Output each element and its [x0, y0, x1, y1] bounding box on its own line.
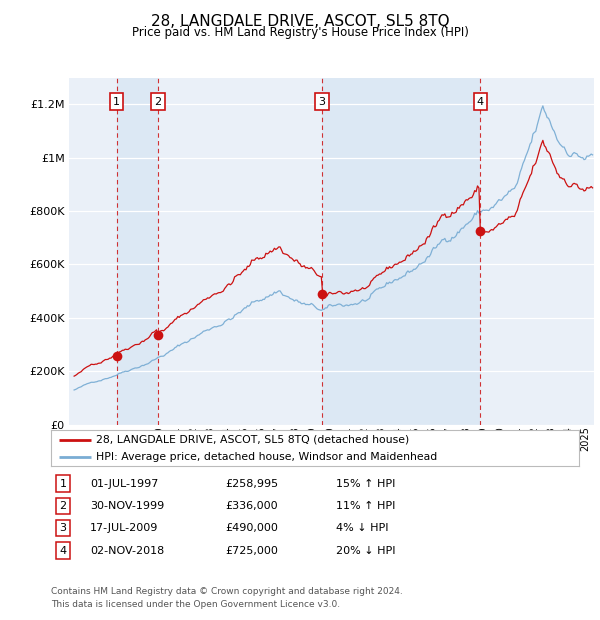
Text: 1: 1 — [113, 97, 120, 107]
Text: 02-NOV-2018: 02-NOV-2018 — [90, 546, 164, 556]
Text: 01-JUL-1997: 01-JUL-1997 — [90, 479, 158, 489]
Bar — [117, 78, 158, 425]
Text: 20% ↓ HPI: 20% ↓ HPI — [336, 546, 395, 556]
Text: Price paid vs. HM Land Registry's House Price Index (HPI): Price paid vs. HM Land Registry's House … — [131, 26, 469, 39]
Text: 3: 3 — [59, 523, 67, 533]
Text: 28, LANGDALE DRIVE, ASCOT, SL5 8TQ (detached house): 28, LANGDALE DRIVE, ASCOT, SL5 8TQ (deta… — [96, 435, 409, 445]
Text: 4: 4 — [59, 546, 67, 556]
Text: 17-JUL-2009: 17-JUL-2009 — [90, 523, 158, 533]
Text: 30-NOV-1999: 30-NOV-1999 — [90, 501, 164, 511]
Text: This data is licensed under the Open Government Licence v3.0.: This data is licensed under the Open Gov… — [51, 600, 340, 609]
Text: 28, LANGDALE DRIVE, ASCOT, SL5 8TQ: 28, LANGDALE DRIVE, ASCOT, SL5 8TQ — [151, 14, 449, 29]
Text: £490,000: £490,000 — [225, 523, 278, 533]
Text: 1: 1 — [59, 479, 67, 489]
Text: 2: 2 — [154, 97, 161, 107]
Text: £336,000: £336,000 — [225, 501, 278, 511]
Text: 4% ↓ HPI: 4% ↓ HPI — [336, 523, 389, 533]
Text: 15% ↑ HPI: 15% ↑ HPI — [336, 479, 395, 489]
Bar — [322, 78, 481, 425]
Text: 3: 3 — [319, 97, 325, 107]
Text: Contains HM Land Registry data © Crown copyright and database right 2024.: Contains HM Land Registry data © Crown c… — [51, 587, 403, 596]
Text: 2: 2 — [59, 501, 67, 511]
Text: £725,000: £725,000 — [225, 546, 278, 556]
Text: HPI: Average price, detached house, Windsor and Maidenhead: HPI: Average price, detached house, Wind… — [96, 451, 437, 461]
Text: 4: 4 — [477, 97, 484, 107]
Text: 11% ↑ HPI: 11% ↑ HPI — [336, 501, 395, 511]
Text: £258,995: £258,995 — [225, 479, 278, 489]
